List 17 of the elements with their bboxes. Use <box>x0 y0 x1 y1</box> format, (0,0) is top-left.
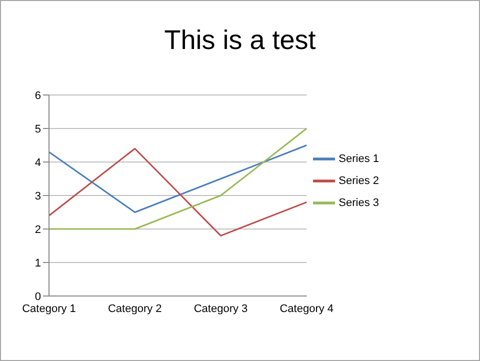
legend-label: Series 2 <box>338 174 379 186</box>
x-tick-label: Category 1 <box>22 302 76 315</box>
x-tick-label: Category 4 <box>280 302 334 315</box>
legend-label: Series 3 <box>338 196 379 208</box>
line-series <box>48 144 308 213</box>
line-series <box>48 148 308 236</box>
x-tick-label: Category 2 <box>108 302 162 315</box>
y-tick-label: 4 <box>34 156 41 169</box>
x-tick-label: Category 3 <box>194 302 248 315</box>
y-tick-label: 3 <box>34 190 41 202</box>
y-tick-label: 2 <box>34 224 41 236</box>
legend-label: Series 1 <box>338 152 379 164</box>
y-tick-label: 1 <box>34 257 41 270</box>
chart-title: This is a test <box>163 25 317 56</box>
y-tick-label: 0 <box>34 290 41 303</box>
y-tick-label: 6 <box>34 90 41 102</box>
y-tick-label: 5 <box>34 123 41 136</box>
